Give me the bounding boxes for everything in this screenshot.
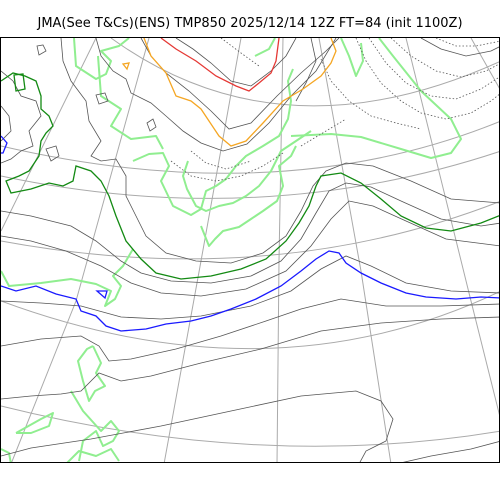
parallel-line: [1, 121, 499, 174]
contour-line: [1, 70, 42, 164]
contour-line: [60, 38, 499, 264]
isotherm-blue-small: [95, 290, 108, 300]
coastline: [340, 38, 364, 77]
contour-line: [1, 255, 499, 320]
isotherm-green: [1, 72, 499, 280]
contour-line: [1, 182, 499, 284]
meridian-line: [11, 38, 150, 462]
dotted-contour-line: [435, 38, 499, 47]
minor-contours: [1, 38, 499, 462]
meridian-line: [470, 38, 499, 89]
isotherm-orange-small: [121, 62, 130, 71]
parallel-line: [1, 201, 499, 260]
small-islands: [36, 44, 157, 162]
coastline: [200, 145, 297, 247]
meridian-line: [318, 38, 392, 462]
contour-line: [1, 390, 394, 462]
coastline: [97, 55, 164, 150]
coastline: [254, 38, 276, 57]
parallel-line: [1, 405, 499, 447]
parallel-line: [1, 291, 499, 350]
coastline: [290, 38, 462, 159]
coastlines: [1, 38, 462, 462]
meridian-line: [276, 38, 284, 462]
isotherm-green-line: [1, 72, 499, 280]
meridian-line: [1, 38, 97, 232]
dotted-contour-line: [170, 152, 284, 182]
meridian-line: [405, 38, 499, 416]
coastline: [1, 448, 12, 462]
coastline: [132, 68, 294, 216]
dotted-contour-line: [368, 38, 499, 100]
dotted-contour-line: [390, 38, 499, 78]
contour-line: [420, 38, 499, 57]
parallel-line: [1, 151, 499, 199]
contour-line: [402, 441, 499, 462]
coastline: [70, 390, 120, 462]
isotherm-red: [160, 38, 280, 92]
island-outline: [45, 145, 60, 162]
island-outline: [146, 118, 157, 132]
contour-line: [1, 316, 499, 400]
isotherm-blue: [1, 250, 499, 332]
coastline: [77, 345, 106, 402]
contour-line: [295, 38, 317, 102]
dotted-contour-line: [355, 38, 499, 120]
dotted-contour-line: [300, 118, 347, 147]
isotherm-green-small: [13, 73, 26, 92]
coastline: [182, 130, 312, 212]
isotherm-blue-edge: [1, 135, 8, 154]
contour-line: [1, 200, 499, 297]
meridian-line: [163, 38, 242, 462]
coastline: [73, 38, 130, 80]
contour-line: [1, 298, 499, 362]
chart-title: JMA(See T&Cs)(ENS) TMP850 2025/12/14 12Z…: [37, 16, 463, 31]
coastline: [1, 248, 134, 307]
contour-line: [1, 105, 12, 142]
parallel-line: [110, 38, 499, 107]
map-frame: [0, 37, 500, 463]
contour-line: [95, 38, 337, 152]
dotted-contour-line: [320, 58, 422, 130]
coastline: [66, 448, 120, 462]
map-canvas: [1, 38, 499, 462]
isotherm-orange: [143, 38, 337, 147]
graticule: [1, 38, 499, 462]
dotted-contours: [170, 38, 499, 182]
dotted-contour-line: [190, 150, 252, 170]
island-outline: [36, 44, 47, 56]
contour-line: [175, 38, 297, 87]
dotted-contour-line: [220, 38, 260, 67]
coastline: [15, 412, 54, 434]
island-outline: [95, 92, 109, 105]
